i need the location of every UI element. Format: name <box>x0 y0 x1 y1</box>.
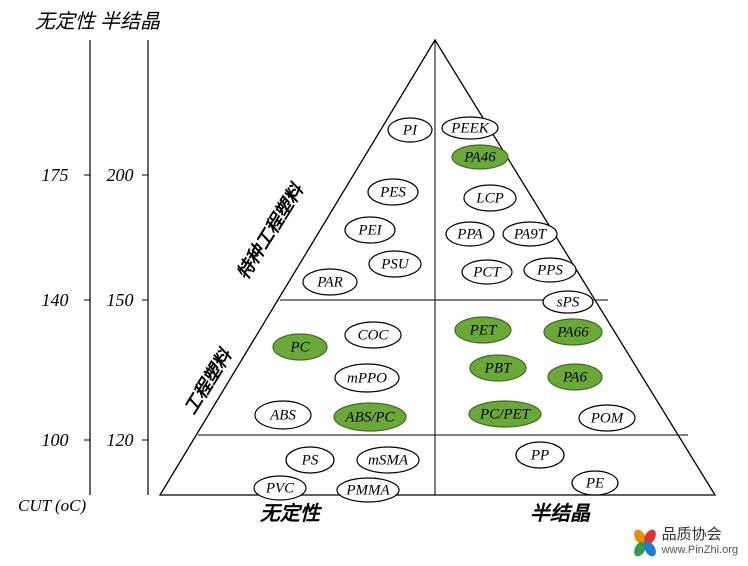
bottom-label-semicrystalline: 半结晶 <box>530 502 591 525</box>
material-label-pct: PCT <box>472 264 502 280</box>
material-label-pps: PPS <box>536 262 563 278</box>
category-engineering: 工程塑料 <box>180 344 236 417</box>
material-label-lcp: LCP <box>475 190 504 206</box>
watermark-url: www.PinZhi.org <box>662 544 738 556</box>
material-label-par: PAR <box>316 274 343 290</box>
material-label-sps: sPS <box>557 294 580 310</box>
material-label-pa6: PA6 <box>562 369 587 385</box>
material-label-pvc: PVC <box>265 480 295 496</box>
watermark-logo <box>630 529 660 559</box>
material-label-pe: PE <box>585 475 604 491</box>
left-tick-label: 175 <box>42 165 69 185</box>
material-label-ps: PS <box>301 452 319 468</box>
material-label-mppo: mPPO <box>347 370 387 386</box>
material-label-msma: mSMA <box>368 452 409 468</box>
material-label-pc-pet: PC/PET <box>479 406 532 422</box>
material-label-abs-pc: ABS/PC <box>344 409 395 425</box>
material-label-pom: POM <box>590 410 625 426</box>
material-label-psu: PSU <box>380 256 410 272</box>
material-label-pa66: PA66 <box>556 324 589 340</box>
watermark: 品质协会 www.PinZhi.org <box>662 527 738 556</box>
material-label-pmma: PMMA <box>345 482 390 498</box>
right-tick-label: 120 <box>107 430 134 450</box>
material-label-peek: PEEK <box>450 120 489 136</box>
material-label-ppa: PPA <box>456 226 483 242</box>
material-label-pc: PC <box>289 339 310 355</box>
material-label-pa9t: PA9T <box>513 226 548 242</box>
cut-axis-label: CUT (oC) <box>18 496 87 515</box>
right-tick-label: 200 <box>107 165 134 185</box>
watermark-title: 品质协会 <box>662 527 738 544</box>
material-label-pbt: PBT <box>484 360 513 376</box>
material-label-pei: PEI <box>357 222 382 238</box>
material-label-pi: PI <box>402 122 418 138</box>
material-label-abs: ABS <box>269 407 296 423</box>
right-tick-label: 150 <box>107 290 134 310</box>
left-tick-label: 100 <box>42 430 69 450</box>
material-label-pa46: PA46 <box>463 149 496 165</box>
material-label-pp: PP <box>530 447 549 463</box>
material-label-coc: COC <box>358 327 390 343</box>
bottom-label-amorphous: 无定性 <box>260 502 323 525</box>
material-label-pet: PET <box>469 322 498 338</box>
axis-top-right-label: 半结晶 <box>100 11 161 33</box>
category-special-engineering: 特种工程塑料 <box>233 179 308 283</box>
material-label-pes: PES <box>379 184 406 200</box>
axis-top-left-label: 无定性 <box>35 11 97 33</box>
left-tick-label: 140 <box>42 290 69 310</box>
plastics-pyramid-diagram: 无定性半结晶175200140150100120CUT (oC)特种工程塑料工程… <box>0 0 748 566</box>
